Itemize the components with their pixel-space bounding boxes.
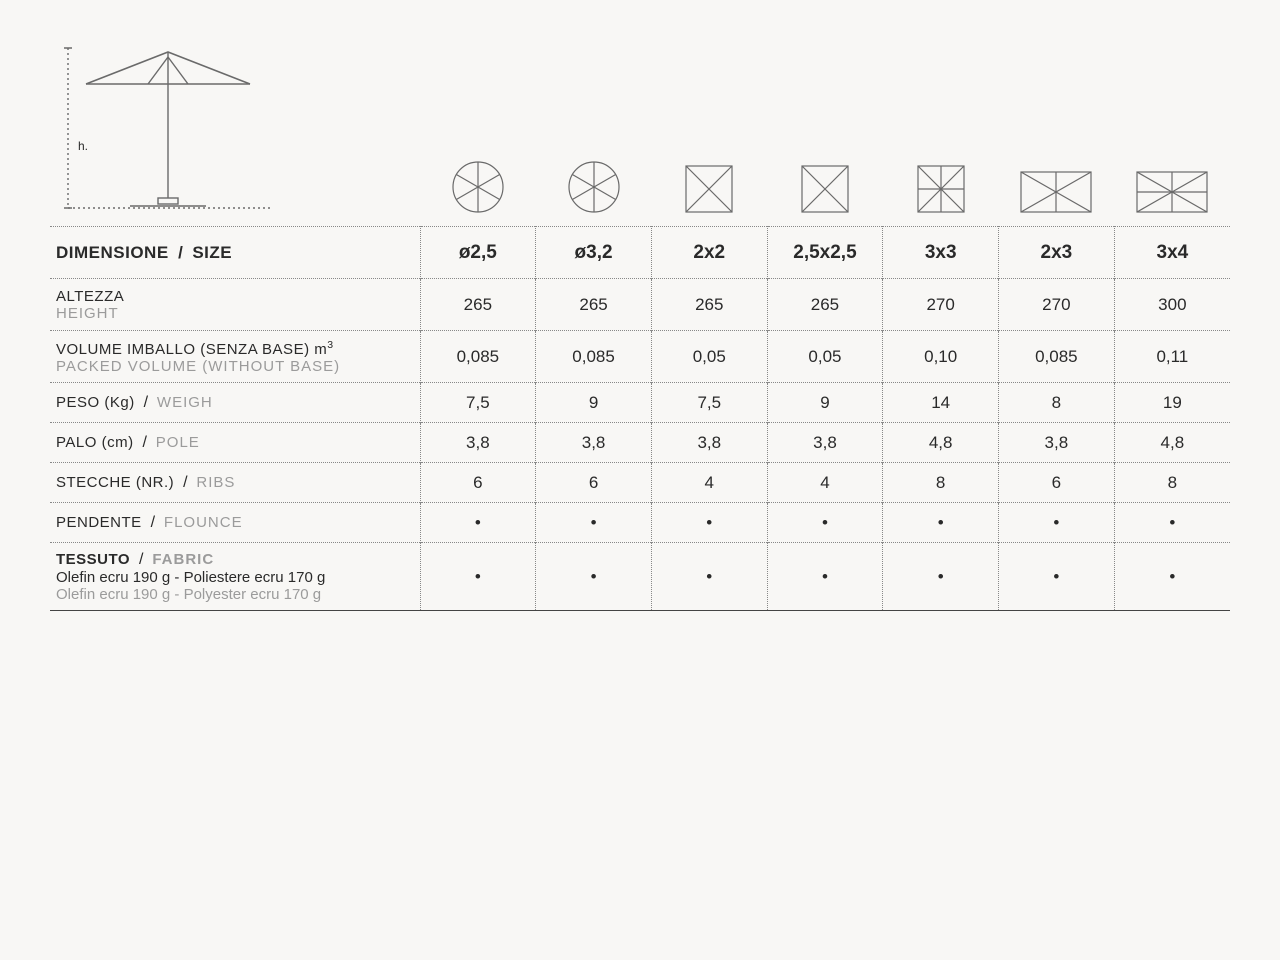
table-cell: 3,8	[420, 423, 536, 463]
rect-6-icon	[1019, 170, 1093, 214]
row-label-volume: VOLUME IMBALLO (SENZA BASE) m3 PACKED VO…	[50, 331, 420, 383]
table-cell: 265	[651, 279, 767, 331]
shape-icon-cell	[883, 160, 999, 220]
table-cell: 0,085	[420, 331, 536, 383]
table-cell: 7,5	[651, 383, 767, 423]
table-cell: 7,5	[420, 383, 536, 423]
size-col-5: 2x3	[999, 227, 1115, 279]
table-cell: 4	[651, 463, 767, 503]
table-cell: 0,11	[1114, 331, 1230, 383]
row-label-flounce: PENDENTE / FLOUNCE	[50, 503, 420, 543]
table-cell: 8	[883, 463, 999, 503]
table-cell: 3,8	[536, 423, 652, 463]
row-label-weight: PESO (Kg) / WEIGH	[50, 383, 420, 423]
table-cell: •	[999, 543, 1115, 611]
table-cell: •	[420, 503, 536, 543]
table-cell: 300	[1114, 279, 1230, 331]
row-label-size: DIMENSIONE / SIZE	[50, 227, 420, 279]
table-cell: 6	[420, 463, 536, 503]
size-col-1: ø3,2	[536, 227, 652, 279]
table-cell: •	[536, 543, 652, 611]
table-cell: •	[536, 503, 652, 543]
table-cell: •	[999, 503, 1115, 543]
table-cell: 9	[767, 383, 883, 423]
table-cell: 270	[999, 279, 1115, 331]
spec-table: DIMENSIONE / SIZE ø2,5 ø3,2 2x2 2,5x2,5 …	[50, 226, 1230, 611]
table-cell: 0,085	[999, 331, 1115, 383]
table-cell: 0,05	[767, 331, 883, 383]
table-cell: •	[767, 503, 883, 543]
table-cell: 6	[999, 463, 1115, 503]
spec-sheet: h. DIMENSIONE / SIZE ø2,5 ø3,2 2x2 2,5x2…	[0, 0, 1280, 651]
shape-icon-cell	[651, 160, 767, 220]
table-cell: •	[651, 503, 767, 543]
table-cell: 8	[1114, 463, 1230, 503]
table-cell: 8	[999, 383, 1115, 423]
table-cell: 0,05	[651, 331, 767, 383]
table-cell: •	[651, 543, 767, 611]
size-col-4: 3x3	[883, 227, 999, 279]
shape-icon-cell	[536, 160, 652, 220]
circle-6-icon	[567, 160, 621, 214]
table-cell: 3,8	[651, 423, 767, 463]
table-cell: 265	[536, 279, 652, 331]
table-cell: 0,085	[536, 331, 652, 383]
shape-icon-cell	[999, 160, 1115, 220]
row-label-fabric: TESSUTO / FABRIC Olefin ecru 190 g - Pol…	[50, 543, 420, 611]
size-col-6: 3x4	[1114, 227, 1230, 279]
square-4-icon	[800, 164, 850, 214]
table-cell: 9	[536, 383, 652, 423]
shape-icon-cell	[1114, 160, 1230, 220]
header-area: h.	[50, 40, 1230, 220]
table-cell: 6	[536, 463, 652, 503]
table-cell: 4,8	[883, 423, 999, 463]
square-4-icon	[684, 164, 734, 214]
table-cell: 4	[767, 463, 883, 503]
shape-icons-row	[420, 160, 1230, 220]
table-cell: •	[420, 543, 536, 611]
table-cell: 19	[1114, 383, 1230, 423]
size-col-0: ø2,5	[420, 227, 536, 279]
table-cell: •	[883, 543, 999, 611]
umbrella-diagram: h.	[50, 40, 420, 220]
table-cell: 3,8	[999, 423, 1115, 463]
table-cell: 0,10	[883, 331, 999, 383]
table-cell: 265	[767, 279, 883, 331]
table-cell: •	[1114, 543, 1230, 611]
umbrella-icon: h.	[50, 40, 310, 220]
size-col-2: 2x2	[651, 227, 767, 279]
table-cell: 270	[883, 279, 999, 331]
square-8-icon	[916, 164, 966, 214]
table-cell: 14	[883, 383, 999, 423]
table-cell: 265	[420, 279, 536, 331]
table-cell: •	[1114, 503, 1230, 543]
size-col-3: 2,5x2,5	[767, 227, 883, 279]
table-cell: •	[767, 543, 883, 611]
rect-8-icon	[1135, 170, 1209, 214]
table-cell: 4,8	[1114, 423, 1230, 463]
shape-icon-cell	[767, 160, 883, 220]
row-label-ribs: STECCHE (NR.) / RIBS	[50, 463, 420, 503]
table-cell: •	[883, 503, 999, 543]
shape-icon-cell	[420, 160, 536, 220]
table-cell: 3,8	[767, 423, 883, 463]
row-label-pole: PALO (cm) / POLE	[50, 423, 420, 463]
row-label-height: ALTEZZA HEIGHT	[50, 279, 420, 331]
h-label: h.	[78, 139, 88, 153]
circle-6-icon	[451, 160, 505, 214]
